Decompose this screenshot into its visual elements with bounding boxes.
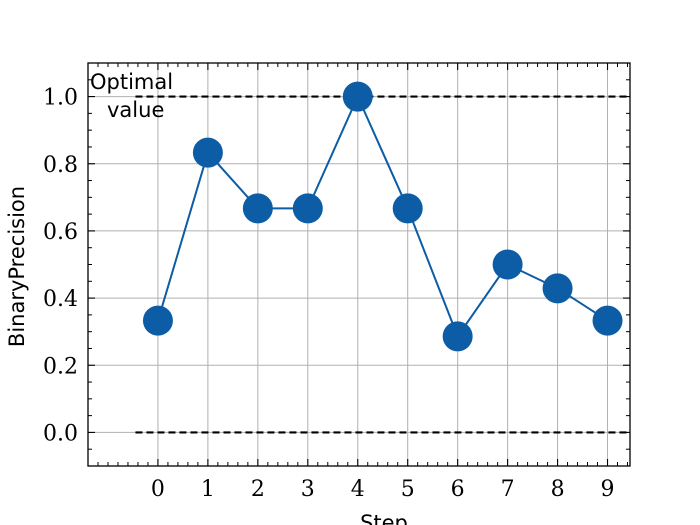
ticks: 0 1 2 3 4 5 6 7 8 9 0.0 0.2 0.4 0.6 0.8 1.0 (43, 62, 630, 502)
x-axis-label: Step (360, 511, 408, 525)
x-tick-label: 0 (151, 477, 165, 502)
annotation-line-1: Optimal (90, 70, 173, 94)
x-tick-label: 3 (301, 477, 315, 502)
plot-frame (87, 62, 631, 467)
y-tick-label: 1.0 (43, 86, 78, 111)
data-point (192, 137, 223, 168)
reference-lines (135, 95, 630, 434)
data-point (142, 305, 173, 336)
series-line (156, 94, 609, 339)
data-point (542, 273, 573, 304)
y-tick-label: 0.6 (43, 220, 78, 245)
x-tick-label: 5 (401, 477, 415, 502)
y-axis-label: BinaryPrecision (5, 186, 29, 347)
data-point (342, 81, 373, 112)
x-tick-label: 7 (501, 477, 515, 502)
data-point (242, 193, 273, 224)
data-point (442, 321, 473, 352)
annotation-line-2: value (107, 98, 164, 122)
x-tick-label: 8 (551, 477, 565, 502)
y-tick-label: 0.2 (43, 354, 78, 379)
series-layer (142, 81, 623, 352)
data-point (492, 249, 523, 280)
x-tick-label: 1 (201, 477, 215, 502)
y-tick-label: 0.8 (43, 153, 78, 178)
x-tick-label: 9 (601, 477, 615, 502)
annotation: Optimal value (90, 70, 173, 122)
y-tick-label: 0.0 (43, 421, 78, 446)
data-point (592, 305, 623, 336)
data-point (392, 193, 423, 224)
data-point (292, 193, 323, 224)
x-tick-label: 6 (451, 477, 465, 502)
grid (88, 63, 630, 466)
x-tick-label: 4 (351, 477, 365, 502)
y-tick-label: 0.4 (43, 287, 78, 312)
x-tick-label: 2 (251, 477, 265, 502)
